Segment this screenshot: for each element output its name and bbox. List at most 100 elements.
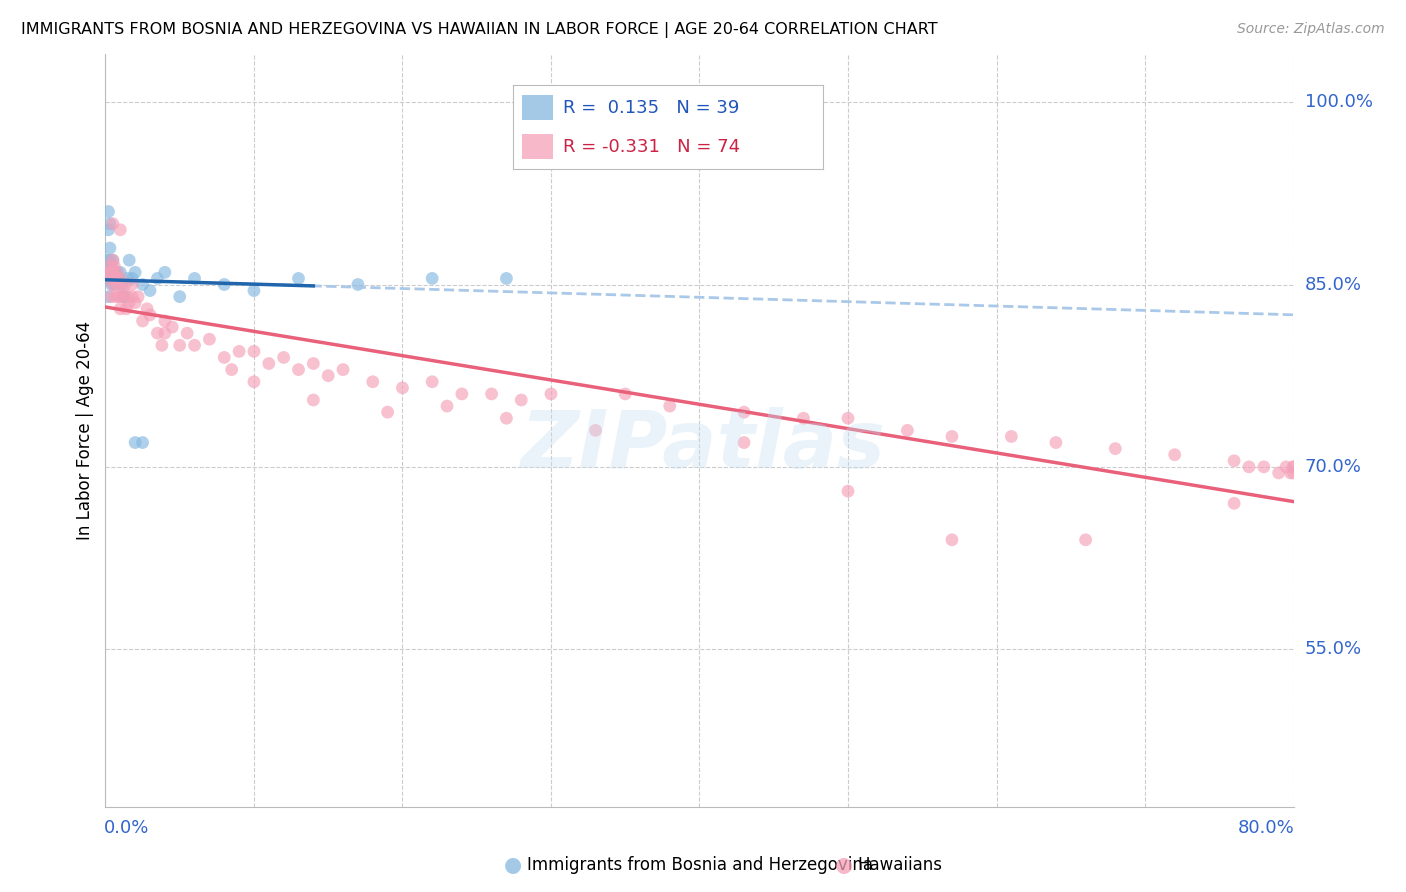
Point [105,277,128,292]
Point [124,295,146,310]
Point [243,344,266,359]
Point [198,332,221,346]
Point [420,271,443,285]
Point [243,375,266,389]
Point [243,284,266,298]
Point [1223,454,1246,468]
Point [1282,459,1305,474]
Point [104,290,127,304]
Text: IMMIGRANTS FROM BOSNIA AND HERZEGOVINA VS HAWAIIAN IN LABOR FORCE | AGE 20-64 CO: IMMIGRANTS FROM BOSNIA AND HERZEGOVINA V… [21,22,938,38]
Point [118,253,141,268]
Y-axis label: In Labor Force | Age 20-64: In Labor Force | Age 20-64 [76,321,94,540]
Point [98,253,121,268]
Point [183,271,205,285]
Point [302,392,325,407]
Point [257,357,280,371]
Point [391,381,413,395]
Text: 0.0%: 0.0% [104,819,149,837]
Point [111,290,134,304]
Point [118,295,141,310]
Point [112,284,135,298]
Point [941,429,963,443]
Point [114,277,136,292]
Point [98,260,121,274]
Point [1104,442,1126,456]
Point [302,357,325,371]
Point [117,271,139,285]
Text: ZIPatlas: ZIPatlas [520,407,886,485]
Text: R = -0.331   N = 74: R = -0.331 N = 74 [562,137,740,155]
Point [115,301,138,316]
Point [110,265,132,279]
Point [658,399,681,413]
Point [101,253,124,268]
Text: Immigrants from Bosnia and Herzegovina: Immigrants from Bosnia and Herzegovina [527,856,873,874]
Point [495,411,517,425]
Point [110,223,132,237]
Point [97,290,120,304]
Point [377,405,399,419]
Point [124,265,146,279]
Bar [523,95,554,120]
Point [332,362,354,376]
Point [1223,496,1246,510]
Point [114,290,136,304]
Point [228,344,250,359]
Point [108,271,131,285]
Point [96,271,118,285]
Point [121,271,143,285]
Text: ●: ● [505,855,522,875]
Point [121,290,143,304]
Point [104,271,127,285]
Text: R =  0.135   N = 39: R = 0.135 N = 39 [562,99,740,117]
Point [105,265,128,279]
Point [98,241,121,255]
Point [837,411,859,425]
Point [96,253,118,268]
Point [110,301,132,316]
Point [121,277,143,292]
Point [495,271,517,285]
Text: 100.0%: 100.0% [1305,93,1372,112]
Point [101,277,124,292]
Point [146,326,169,340]
Point [108,290,131,304]
Point [1237,459,1260,474]
Point [169,338,191,352]
Point [733,405,755,419]
Text: 55.0%: 55.0% [1305,640,1362,658]
Point [103,260,125,274]
Point [101,253,124,268]
Point [110,271,132,285]
Point [136,301,159,316]
Point [101,265,124,279]
Text: Hawaiians: Hawaiians [858,856,942,874]
Point [176,326,198,340]
Point [131,314,153,328]
Point [1282,459,1305,474]
Point [98,217,121,231]
Point [273,351,295,365]
Point [146,271,169,285]
Point [131,435,153,450]
Point [361,375,384,389]
Point [510,392,533,407]
Point [481,387,503,401]
Point [1253,459,1275,474]
Point [103,271,125,285]
Point [103,265,125,279]
Text: 85.0%: 85.0% [1305,276,1361,293]
Point [98,260,121,274]
Point [287,271,309,285]
Point [153,326,176,340]
Point [97,265,120,279]
Point [287,362,309,376]
Point [733,435,755,450]
Point [100,260,122,274]
Point [101,265,124,279]
Point [1045,435,1067,450]
Point [117,290,139,304]
Point [139,284,162,298]
Point [103,277,125,292]
Point [214,277,236,292]
